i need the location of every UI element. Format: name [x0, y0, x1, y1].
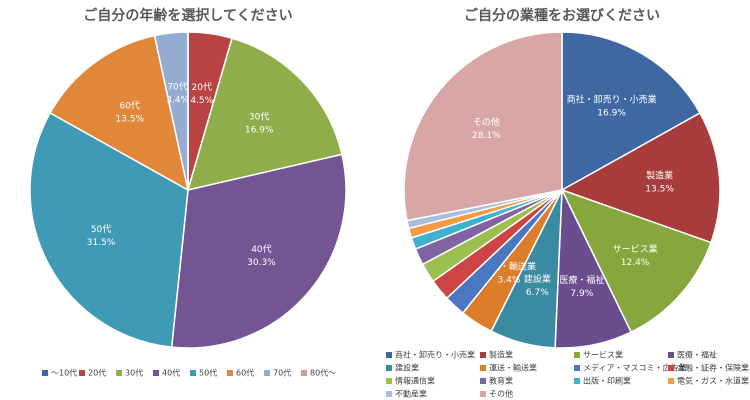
- pie-slice: [560, 111, 721, 244]
- slice-value: 31.5%: [87, 238, 116, 248]
- legend-label: 医療・福祉: [677, 350, 717, 360]
- slice-category: 建設業: [524, 272, 551, 284]
- chart-title: ご自分の年齢を選択してください: [83, 7, 292, 24]
- legend-label: 運送・輸送業: [489, 363, 537, 373]
- pie-slice: [561, 31, 701, 192]
- slice-label: 医療・福祉 7.9%: [559, 273, 604, 298]
- legend-swatch: [153, 370, 159, 376]
- slice-category: 50代: [91, 224, 111, 235]
- slice-value: 6.7%: [526, 287, 549, 297]
- legend-label: 50代: [199, 368, 217, 378]
- pie-slice: [403, 31, 563, 222]
- slice-label: 商社・卸売り・小売業 16.9%: [567, 93, 657, 118]
- slice-category: 20代: [192, 82, 212, 93]
- legend-label: 30代: [125, 368, 143, 378]
- slice-value: 30.3%: [247, 257, 276, 267]
- legend-label: 60代: [236, 368, 254, 378]
- slice-label: 20代 4.5%: [190, 82, 213, 106]
- slice-category: 40代: [251, 243, 271, 254]
- legend-swatch: [668, 378, 674, 384]
- legend-swatch: [574, 365, 580, 371]
- legend-label: 電気・ガス・水道業: [677, 376, 749, 386]
- legend-swatch: [116, 370, 122, 376]
- legend-swatch: [301, 370, 307, 376]
- slice-category: 30代: [249, 111, 269, 122]
- slice-label: その他 28.1%: [472, 115, 501, 140]
- slice-value: 13.5%: [115, 114, 144, 124]
- slice-value: 3.4%: [166, 95, 189, 105]
- slice-label: 50代 31.5%: [87, 224, 116, 248]
- legend-swatch: [42, 370, 48, 376]
- pie-slice: [29, 111, 189, 348]
- legend-swatch: [480, 378, 486, 384]
- legend-label: 不動産業: [395, 389, 427, 399]
- pie-slice: [49, 34, 190, 192]
- legend-swatch: [386, 391, 392, 397]
- slice-label: 製造業 13.5%: [645, 169, 674, 194]
- slice-label: サービス業 12.4%: [613, 243, 658, 268]
- legend-swatch: [386, 365, 392, 371]
- legend-swatch: [227, 370, 233, 376]
- slice-label: 40代 30.3%: [247, 243, 276, 267]
- slice-category: 60代: [119, 100, 139, 111]
- slice-category: 医療・福祉: [559, 273, 604, 285]
- slice-value: 4.5%: [190, 96, 213, 106]
- legend-label: 80代～: [310, 368, 336, 378]
- pie-slice: [186, 37, 343, 192]
- legend-swatch: [668, 352, 674, 358]
- slice-label: 70代 3.4%: [166, 81, 189, 105]
- legend-swatch: [480, 391, 486, 397]
- legend-swatch: [480, 365, 486, 371]
- slice-value: 16.9%: [597, 108, 626, 118]
- legend-label: サービス業: [583, 350, 623, 360]
- legend-label: 商社・卸売り・小売業: [395, 350, 475, 360]
- legend-label: 情報通信業: [395, 376, 435, 386]
- slice-value: 13.5%: [645, 184, 674, 194]
- slice-label: 30代 16.9%: [245, 111, 274, 135]
- pie-slice: [170, 153, 347, 349]
- legend-swatch: [386, 378, 392, 384]
- legend-swatch: [574, 378, 580, 384]
- slice-value: 7.9%: [570, 288, 593, 298]
- pie-slice: [560, 188, 712, 334]
- legend-label: 金融・証券・保険業: [677, 363, 749, 373]
- legend-label: 製造業: [489, 350, 513, 360]
- legend-label: 出版・印刷業: [583, 376, 631, 386]
- slice-label: 建設業 6.7%: [524, 272, 551, 297]
- legend-label: 建設業: [395, 363, 419, 373]
- slice-category: 製造業: [646, 169, 673, 181]
- slice-category: その他: [473, 115, 500, 127]
- slice-value: 16.9%: [245, 125, 274, 135]
- legend-label: 40代: [162, 368, 180, 378]
- legend-label: 20代: [88, 368, 106, 378]
- slice-category: サービス業: [613, 243, 658, 255]
- slice-value: 3.4%: [498, 275, 521, 285]
- slice-category: 商社・卸売り・小売業: [567, 93, 657, 105]
- legend-label: その他: [489, 389, 513, 399]
- legend-label: メディア・マスコミ・広告業: [583, 363, 686, 373]
- slice-label: 60代 13.5%: [115, 100, 144, 124]
- chart-title: ご自分の業種をお選びください: [464, 7, 660, 24]
- slice-category: 70代: [167, 81, 187, 92]
- legend-swatch: [574, 352, 580, 358]
- legend-swatch: [386, 352, 392, 358]
- legend-swatch: [480, 352, 486, 358]
- legend-swatch: [79, 370, 85, 376]
- slice-value: 12.4%: [621, 258, 650, 268]
- legend-label: 教育業: [489, 376, 513, 386]
- legend-swatch: [668, 365, 674, 371]
- legend-label: 70代: [273, 368, 291, 378]
- legend-swatch: [190, 370, 196, 376]
- legend-swatch: [264, 370, 270, 376]
- slice-value: 28.1%: [472, 130, 501, 140]
- legend-label: ～10代: [51, 368, 77, 378]
